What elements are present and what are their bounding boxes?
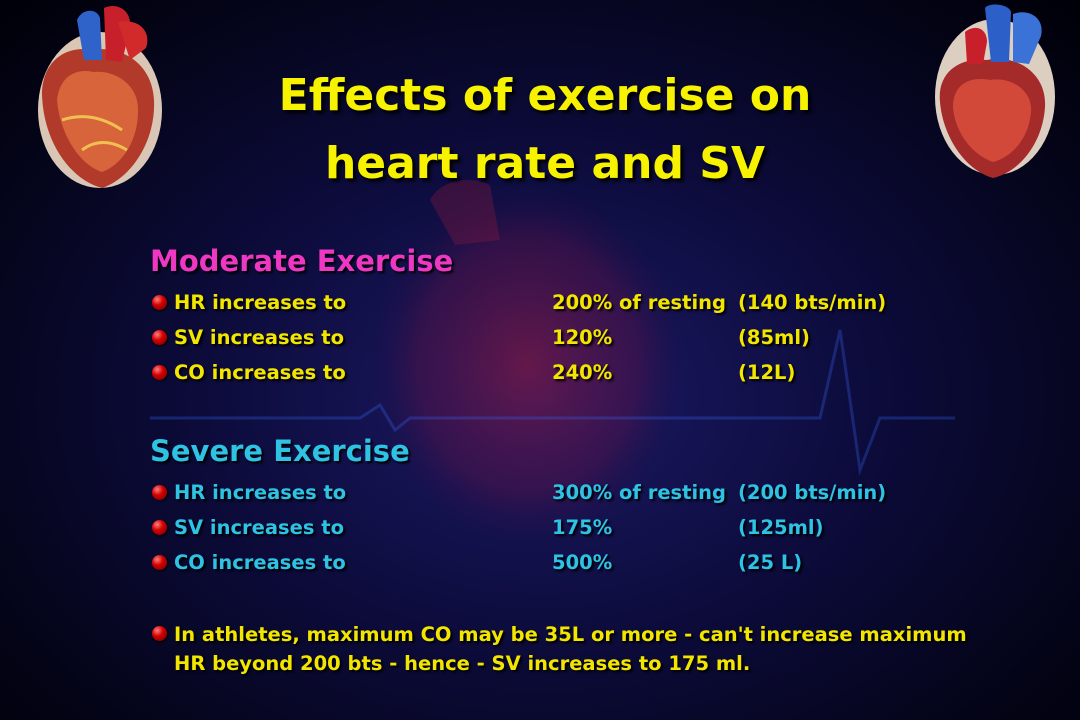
severe-row-sv-value: 175% bbox=[552, 516, 613, 539]
heart-illustration-right bbox=[935, 4, 1055, 178]
severe-row-co-detail: (25 L) bbox=[738, 551, 803, 574]
severe-row-sv-label: SV increases to bbox=[174, 516, 344, 539]
severe-row-co: CO increases to 500% (25 L) bbox=[150, 551, 1030, 577]
red-sphere-bullet-icon bbox=[152, 555, 167, 570]
severe-row-sv: SV increases to 175% (125ml) bbox=[150, 516, 1030, 542]
moderate-exercise-heading: Moderate Exercise bbox=[150, 244, 454, 278]
heart-illustration-left bbox=[38, 6, 162, 188]
severe-row-hr: HR increases to 300% of resting (200 bts… bbox=[150, 481, 1030, 507]
moderate-row-sv-detail: (85ml) bbox=[738, 326, 810, 349]
red-sphere-bullet-icon bbox=[152, 626, 167, 641]
moderate-row-sv-value: 120% bbox=[552, 326, 613, 349]
severe-row-co-value: 500% bbox=[552, 551, 613, 574]
background-heart-shape bbox=[368, 183, 687, 546]
red-sphere-bullet-icon bbox=[152, 295, 167, 310]
moderate-row-hr: HR increases to 200% of resting (140 bts… bbox=[150, 291, 1030, 317]
severe-row-hr-detail: (200 bts/min) bbox=[738, 481, 887, 504]
severe-row-hr-value: 300% of resting bbox=[552, 481, 726, 504]
severe-row-sv-detail: (125ml) bbox=[738, 516, 824, 539]
moderate-row-co-detail: (12L) bbox=[738, 361, 796, 384]
moderate-row-hr-label: HR increases to bbox=[174, 291, 347, 314]
athlete-note: In athletes, maximum CO may be 35L or mo… bbox=[150, 620, 1030, 678]
moderate-row-sv-label: SV increases to bbox=[174, 326, 344, 349]
red-sphere-bullet-icon bbox=[152, 520, 167, 535]
moderate-row-hr-detail: (140 bts/min) bbox=[738, 291, 887, 314]
athlete-note-line-1: In athletes, maximum CO may be 35L or mo… bbox=[174, 623, 967, 646]
red-sphere-bullet-icon bbox=[152, 330, 167, 345]
severe-row-hr-label: HR increases to bbox=[174, 481, 347, 504]
slide-title-line-1: Effects of exercise on bbox=[278, 70, 812, 121]
slide-title-line-2: heart rate and SV bbox=[324, 138, 766, 189]
athlete-note-line-2: HR beyond 200 bts - hence - SV increases… bbox=[174, 652, 751, 675]
moderate-row-co-value: 240% bbox=[552, 361, 613, 384]
ecg-trace-line bbox=[150, 329, 955, 476]
slide-title: Effects of exercise on heart rate and SV bbox=[210, 62, 880, 198]
moderate-row-co: CO increases to 240% (12L) bbox=[150, 361, 1030, 387]
severe-row-co-label: CO increases to bbox=[174, 551, 346, 574]
moderate-row-sv: SV increases to 120% (85ml) bbox=[150, 326, 1030, 352]
red-sphere-bullet-icon bbox=[152, 485, 167, 500]
severe-exercise-heading: Severe Exercise bbox=[150, 434, 410, 468]
moderate-row-co-label: CO increases to bbox=[174, 361, 346, 384]
background-aorta-shape bbox=[430, 180, 500, 245]
moderate-row-hr-value: 200% of resting bbox=[552, 291, 726, 314]
red-sphere-bullet-icon bbox=[152, 365, 167, 380]
